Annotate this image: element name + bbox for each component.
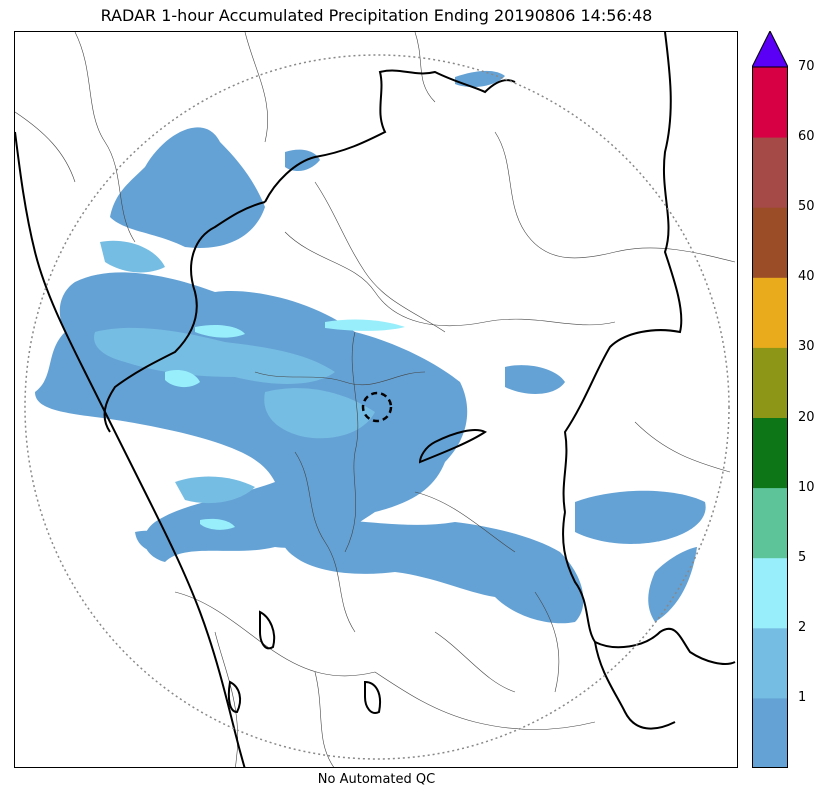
colorbar-tick-label: 20 <box>798 409 815 425</box>
colorbar-tick-label: 70 <box>798 59 815 74</box>
lake-outline-1 <box>259 610 276 650</box>
precip-mid-layer <box>94 240 375 504</box>
precip-area-west-low <box>135 530 168 553</box>
precip-high-layer <box>165 319 405 530</box>
coastline <box>15 131 246 767</box>
qc-status-label: No Automated QC <box>317 772 436 787</box>
colorbar-segment <box>752 557 788 629</box>
state-boundaries <box>15 32 736 767</box>
precip-high-center <box>195 324 245 338</box>
colorbar-segment <box>752 487 788 559</box>
precip-high-strip <box>325 319 405 331</box>
precip-mid-west <box>94 327 336 384</box>
colorbar-extend-arrow <box>752 31 788 68</box>
precip-area-north <box>110 127 265 248</box>
state-border-center <box>418 429 487 464</box>
colorbar-tick-label: 40 <box>798 269 815 285</box>
precip-colorbar <box>752 31 788 768</box>
colorbar-segment <box>752 627 788 699</box>
radar-map <box>14 31 738 768</box>
precip-high-south <box>200 518 235 530</box>
colorbar-segment <box>752 347 788 418</box>
lake-outline-3 <box>227 680 242 714</box>
colorbar-segment <box>752 417 788 489</box>
precip-area-mideast <box>505 365 565 394</box>
precip-mid-north <box>100 240 165 273</box>
precip-area-ne-small <box>285 149 320 172</box>
colorbar-segment <box>752 207 788 278</box>
colorbar-tick-label: 30 <box>798 339 815 355</box>
precip-area-southeast <box>648 547 697 622</box>
colorbar-tick-label: 5 <box>798 549 807 565</box>
state-border-southeast <box>562 511 736 665</box>
precip-mid-southwest <box>175 476 255 504</box>
precip-area-east <box>575 490 706 544</box>
colorbar-segments <box>752 67 788 768</box>
colorbar-tick-label: 10 <box>798 479 815 495</box>
precip-mid-center <box>264 388 375 439</box>
colorbar-canvas <box>752 31 788 768</box>
colorbar-tick-label: 60 <box>798 129 815 145</box>
precip-area-south <box>280 519 584 624</box>
colorbar-tick-label: 50 <box>798 199 815 215</box>
colorbar-segment <box>752 277 788 348</box>
state-border-north <box>264 69 516 203</box>
radar-site-marker <box>361 391 393 423</box>
state-border-northwest <box>103 201 266 433</box>
state-border-south <box>594 641 676 730</box>
precip-high-west <box>165 370 200 388</box>
radar-map-canvas <box>15 32 736 767</box>
colorbar-segment <box>752 137 788 208</box>
colorbar-tick-label: 1 <box>798 689 807 705</box>
precip-area-top <box>455 70 505 88</box>
map-title: RADAR 1-hour Accumulated Precipitation E… <box>100 6 653 25</box>
radar-range-ring <box>24 54 730 760</box>
state-border-east <box>562 32 683 513</box>
lake-outline-2 <box>364 680 381 714</box>
colorbar-segment <box>752 67 788 138</box>
colorbar-segment <box>752 697 788 768</box>
district-boundaries <box>15 32 736 767</box>
colorbar-outline <box>752 66 788 768</box>
colorbar-tick-label: 2 <box>798 619 807 635</box>
